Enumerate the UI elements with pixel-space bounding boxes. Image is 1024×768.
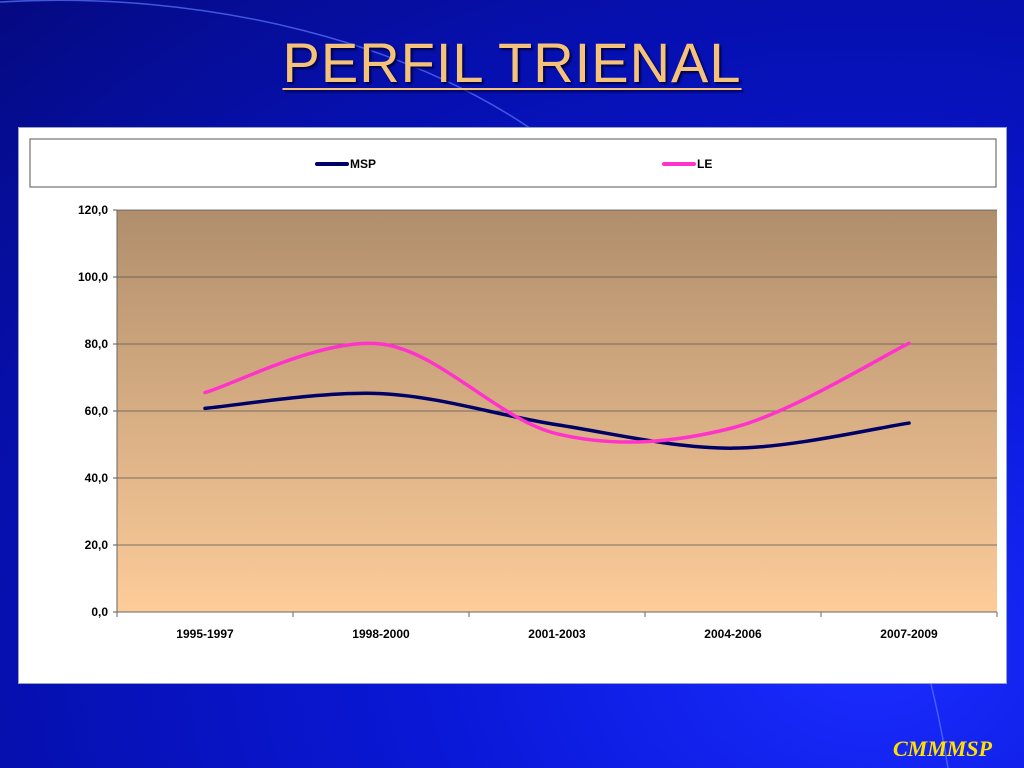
slide-title: PERFIL TRIENAL xyxy=(282,31,742,94)
x-tick-label: 2007-2009 xyxy=(880,627,938,641)
line-chart: MSP LE 0,0 20,0 40,0 60,0 80,0 100,0 120,0 1995-1… xyxy=(29,138,998,641)
y-tick-label: 60,0 xyxy=(85,404,109,418)
y-tick-label: 20,0 xyxy=(85,538,109,552)
legend-label-msp: MSP xyxy=(350,157,376,171)
legend-label-le: LE xyxy=(697,157,712,171)
footer-mark: CMMMSP xyxy=(892,736,992,761)
y-tick-label: 0,0 xyxy=(91,605,108,619)
x-tick-label: 1995-1997 xyxy=(176,627,234,641)
y-tick-label: 80,0 xyxy=(85,337,109,351)
y-tick-label: 100,0 xyxy=(78,270,108,284)
chart-panel: MSP LE 0,0 20,0 40,0 60,0 80,0 100,0 120,0 1995-1… xyxy=(18,127,1007,684)
y-tick-label: 40,0 xyxy=(85,471,109,485)
x-tick-label: 2001-2003 xyxy=(528,627,586,641)
legend-box xyxy=(29,138,997,188)
y-tick-label: 120,0 xyxy=(78,203,108,217)
series-line-le xyxy=(203,341,911,444)
series-line-msp xyxy=(203,391,911,450)
x-tick-label: 1998-2000 xyxy=(352,627,410,641)
x-tick-label: 2004-2006 xyxy=(704,627,762,641)
